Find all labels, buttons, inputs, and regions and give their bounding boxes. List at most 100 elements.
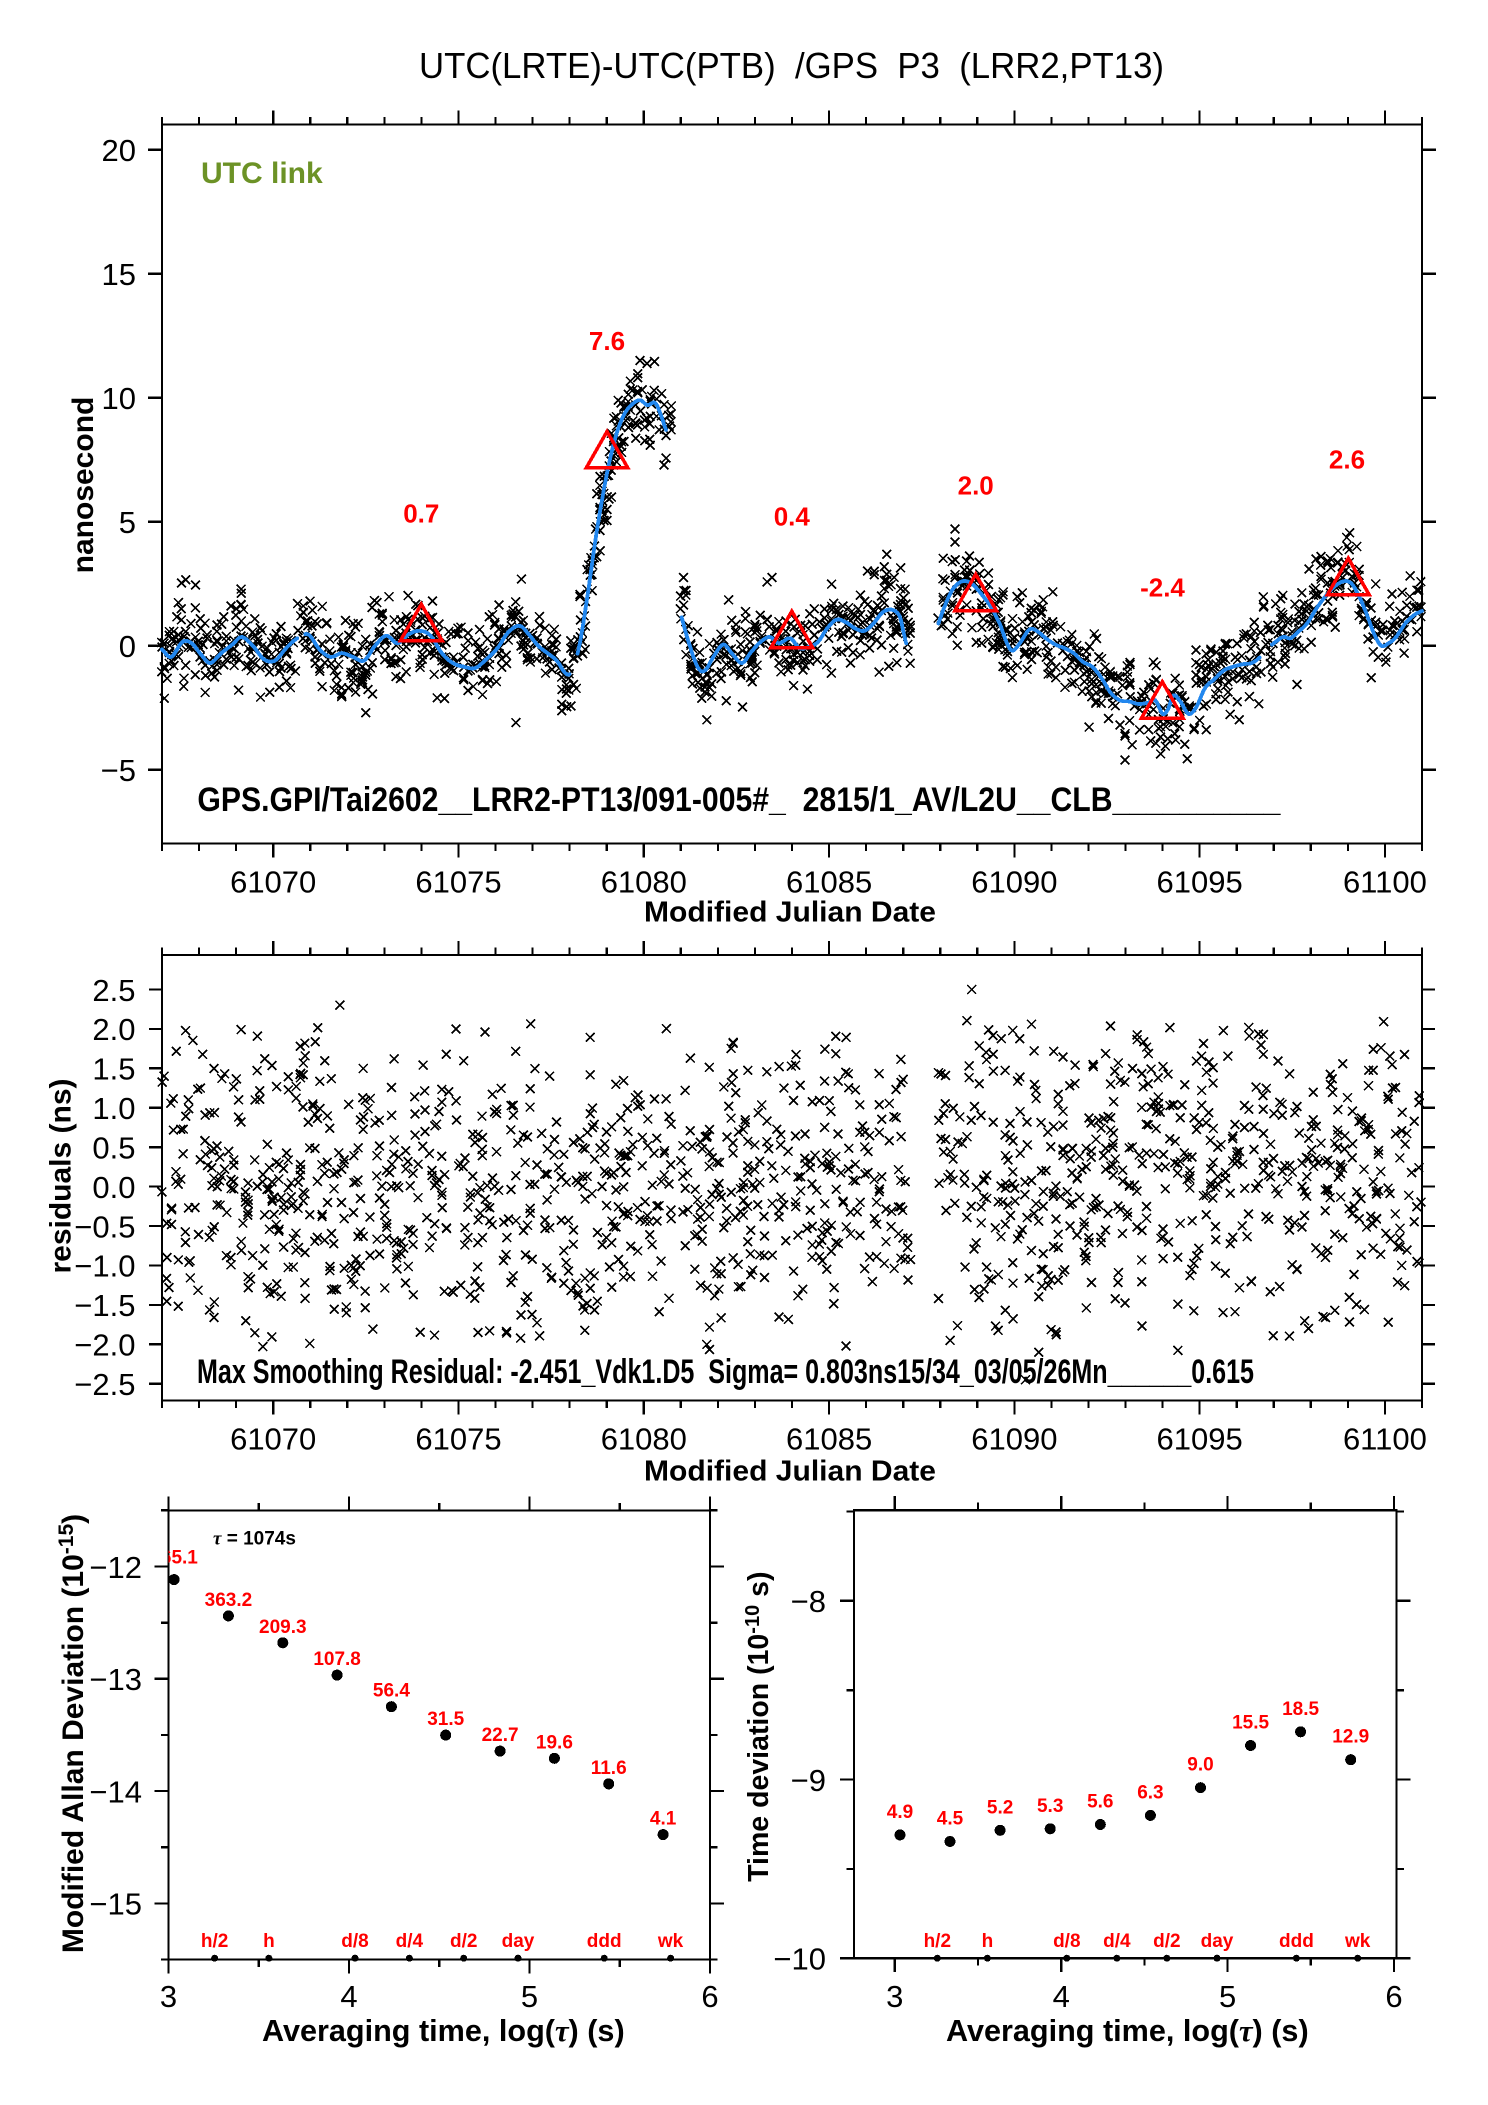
svg-text:GPS.GPI/Tai2602__LRR2-PT13/091: GPS.GPI/Tai2602__LRR2-PT13/091-005#_ 281… [197, 781, 1281, 819]
svg-text:18.5: 18.5 [1282, 1699, 1319, 1720]
svg-text:−1.5: −1.5 [74, 1288, 135, 1323]
svg-text:−5: −5 [101, 753, 136, 788]
svg-text:15.5: 15.5 [1232, 1713, 1269, 1734]
svg-text:107.8: 107.8 [313, 1649, 361, 1670]
svg-text:−2.5: −2.5 [74, 1367, 135, 1402]
svg-text:7.6: 7.6 [589, 326, 625, 356]
svg-text:ddd: ddd [587, 1931, 622, 1952]
svg-text:4.9: 4.9 [887, 1802, 913, 1823]
svg-text:363.2: 363.2 [205, 1590, 253, 1611]
svg-text:61095: 61095 [1156, 1421, 1242, 1456]
svg-text:2.5: 2.5 [92, 973, 135, 1008]
svg-text:Averaging time, log(τ) (s): Averaging time, log(τ) (s) [946, 2014, 1309, 2048]
svg-text:15: 15 [102, 257, 136, 292]
svg-text:61085: 61085 [786, 865, 872, 900]
svg-text:nanosecond: nanosecond [67, 397, 100, 574]
svg-text:5: 5 [119, 505, 136, 540]
svg-text:0.0: 0.0 [92, 1170, 135, 1205]
svg-text:UTC(LRTE)-UTC(PTB) /GPS P3: UTC(LRTE)-UTC(PTB) /GPS P3 (LRR2,PT13) [419, 45, 1164, 86]
svg-text:61070: 61070 [230, 1421, 316, 1456]
svg-text:0.7: 0.7 [403, 499, 439, 529]
svg-text:h: h [982, 1931, 994, 1952]
svg-text:61075: 61075 [415, 1421, 501, 1456]
svg-text:2.0: 2.0 [958, 471, 994, 501]
svg-text:2.6: 2.6 [1329, 445, 1365, 475]
svg-text:56.4: 56.4 [373, 1681, 410, 1702]
svg-text:Max Smoothing Residual: -2.451: Max Smoothing Residual: -2.451_Vdk1.D5 S… [197, 1353, 1254, 1391]
svg-text:−13: −13 [89, 1662, 142, 1697]
svg-text:4.5: 4.5 [937, 1809, 964, 1830]
svg-text:Modified Julian Date: Modified Julian Date [644, 896, 936, 928]
svg-text:61090: 61090 [971, 865, 1057, 900]
svg-text:12.9: 12.9 [1332, 1727, 1369, 1748]
svg-text:9.0: 9.0 [1187, 1755, 1213, 1776]
svg-text:d/8: d/8 [341, 1931, 368, 1952]
svg-text:61085: 61085 [786, 1421, 872, 1456]
svg-text:−12: −12 [89, 1550, 142, 1585]
svg-text:61100: 61100 [1343, 1421, 1427, 1456]
svg-text:Modified Julian Date: Modified Julian Date [644, 1455, 936, 1487]
svg-text:5.6: 5.6 [1087, 1792, 1113, 1813]
svg-text:d/4: d/4 [396, 1931, 424, 1952]
svg-text:day: day [502, 1931, 535, 1952]
svg-text:1.0: 1.0 [92, 1091, 135, 1126]
svg-text:h/2: h/2 [201, 1931, 228, 1952]
svg-text:3: 3 [160, 1979, 177, 2014]
svg-text:h/2: h/2 [924, 1931, 951, 1952]
svg-text:6: 6 [1385, 1979, 1402, 2014]
svg-text:61095: 61095 [1156, 865, 1242, 900]
svg-text:20: 20 [102, 133, 136, 168]
svg-text:Averaging time, log(τ) (s): Averaging time, log(τ) (s) [262, 2014, 625, 2048]
svg-text:−1.0: −1.0 [74, 1249, 135, 1284]
svg-text:61080: 61080 [601, 1421, 687, 1456]
svg-text:4: 4 [1053, 1979, 1070, 2014]
svg-text:5.3: 5.3 [1037, 1796, 1063, 1817]
svg-text:−2.0: −2.0 [74, 1328, 135, 1363]
svg-text:61100: 61100 [1343, 865, 1427, 900]
svg-text:11.6: 11.6 [591, 1758, 627, 1779]
svg-text:−8: −8 [791, 1584, 826, 1619]
svg-text:−0.5: −0.5 [74, 1209, 135, 1244]
svg-text:−9: −9 [791, 1763, 826, 1798]
svg-text:5: 5 [1219, 1979, 1236, 2014]
svg-text:19.6: 19.6 [536, 1732, 573, 1753]
svg-text:22.7: 22.7 [482, 1725, 519, 1746]
svg-text:6: 6 [701, 1979, 718, 2014]
svg-text:0.5: 0.5 [92, 1131, 135, 1166]
svg-text:765.1: 765.1 [150, 1548, 198, 1569]
svg-text:τ = 1074s: τ = 1074s [213, 1528, 296, 1549]
svg-text:Modified Allan Deviation (10-1: Modified Allan Deviation (10-15) [55, 1514, 90, 1953]
svg-text:d/2: d/2 [1153, 1931, 1180, 1952]
svg-text:10: 10 [102, 381, 136, 416]
svg-text:5.2: 5.2 [987, 1797, 1013, 1818]
svg-text:day: day [1201, 1931, 1234, 1952]
svg-text:UTC link: UTC link [201, 157, 323, 190]
svg-text:6.3: 6.3 [1137, 1782, 1163, 1803]
svg-text:-2.4: -2.4 [1140, 573, 1185, 603]
svg-text:2.0: 2.0 [92, 1012, 135, 1047]
svg-text:d/4: d/4 [1103, 1931, 1131, 1952]
svg-text:wk: wk [657, 1931, 684, 1952]
svg-text:209.3: 209.3 [259, 1617, 307, 1638]
svg-text:d/8: d/8 [1053, 1931, 1080, 1952]
svg-text:4.1: 4.1 [650, 1809, 677, 1830]
svg-text:3: 3 [886, 1979, 903, 2014]
svg-text:4: 4 [340, 1979, 357, 2014]
svg-text:−15: −15 [89, 1887, 142, 1922]
svg-text:61070: 61070 [230, 865, 316, 900]
svg-text:−14: −14 [89, 1774, 142, 1809]
svg-text:1.5: 1.5 [92, 1052, 135, 1087]
svg-text:d/2: d/2 [450, 1931, 477, 1952]
svg-text:h: h [263, 1931, 275, 1952]
svg-text:residuals (ns): residuals (ns) [45, 1078, 78, 1273]
svg-text:0.4: 0.4 [774, 502, 811, 532]
svg-text:−10: −10 [773, 1942, 826, 1977]
svg-text:31.5: 31.5 [427, 1709, 464, 1730]
svg-text:wk: wk [1344, 1931, 1371, 1952]
svg-text:0: 0 [119, 629, 136, 664]
svg-text:61075: 61075 [415, 865, 501, 900]
svg-text:5: 5 [521, 1979, 538, 2014]
svg-text:ddd: ddd [1279, 1931, 1314, 1952]
svg-text:61080: 61080 [601, 865, 687, 900]
svg-text:61090: 61090 [971, 1421, 1057, 1456]
